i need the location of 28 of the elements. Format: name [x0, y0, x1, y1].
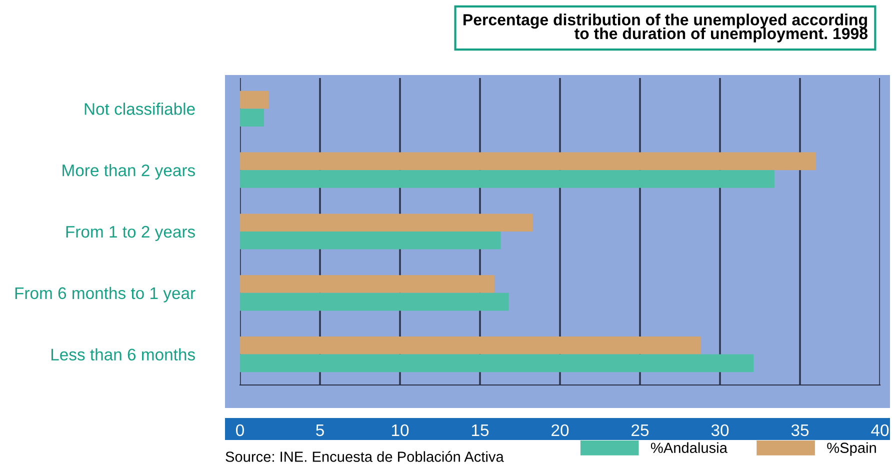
- bar: [240, 152, 816, 170]
- x-tick-label: 5: [316, 424, 324, 436]
- source-note: Source: INE. Encuesta de Población Activa: [226, 451, 504, 462]
- y-tick-label: From 1 to 2 years: [66, 226, 195, 241]
- bar: [240, 170, 774, 188]
- x-tick-label: 40: [871, 424, 889, 436]
- x-tick-label: 10: [392, 424, 409, 436]
- x-tick-label: 0: [236, 424, 244, 436]
- y-tick-label: Less than 6 months: [51, 348, 195, 361]
- y-tick-label: From 6 months to 1 year: [15, 286, 196, 302]
- chart-title: Percentage distribution of the unemployed according to the duration of unemployment. 1998: [464, 14, 868, 42]
- x-tick-label: 25: [632, 424, 649, 436]
- y-tick-label: More than 2 years: [62, 164, 195, 180]
- bar: [240, 108, 264, 127]
- y-tick-label: Not classifiable: [84, 102, 195, 115]
- legend-label: %Spain: [827, 442, 876, 456]
- bar: [240, 214, 533, 232]
- bar: [240, 354, 754, 372]
- x-tick-label: 15: [472, 424, 489, 436]
- bar: [240, 292, 509, 311]
- bar: [240, 275, 494, 293]
- x-tick-label: 35: [791, 424, 809, 436]
- x-tick-label: 20: [552, 424, 569, 436]
- x-tick-label: 30: [711, 424, 729, 436]
- bar: [240, 336, 701, 354]
- bar: [240, 90, 269, 109]
- legend-label: %Andalusia: [650, 442, 728, 453]
- bar: [240, 232, 501, 250]
